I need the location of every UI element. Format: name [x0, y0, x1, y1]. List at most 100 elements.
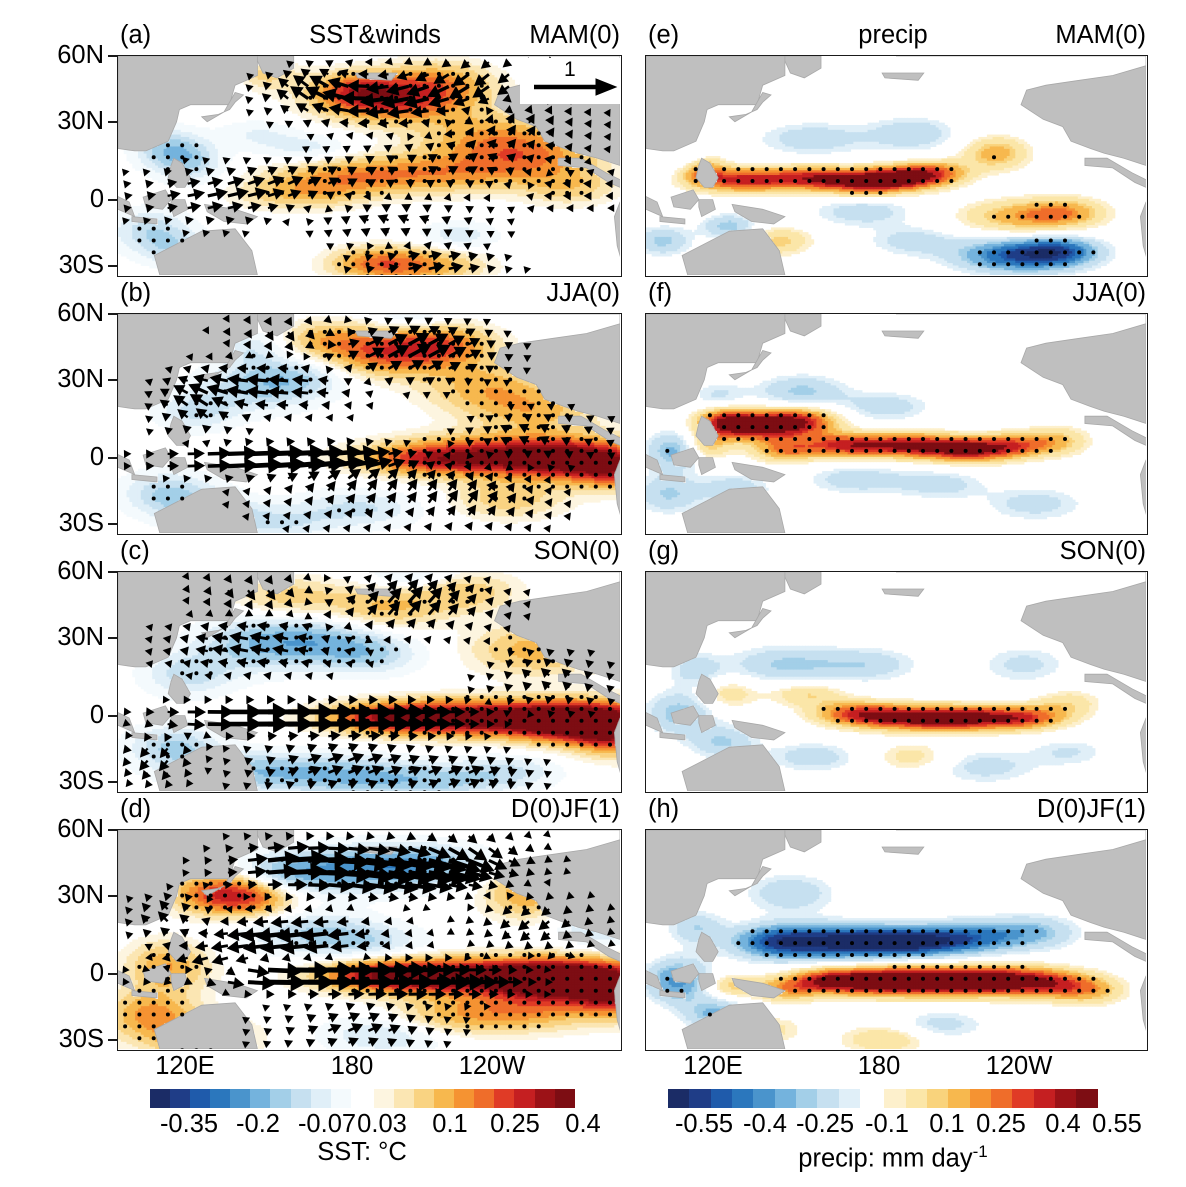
xlabel-180-right: 180: [824, 1053, 934, 1079]
xlabel-120W-left: 120W: [437, 1053, 547, 1079]
sst-tick-label: 0.25: [470, 1111, 560, 1137]
colorbar-swatch: [434, 1089, 455, 1108]
ylabel-0-row4: 0: [12, 960, 104, 986]
colorbar-swatch: [393, 1089, 415, 1108]
panel-id-d: (d): [120, 794, 151, 824]
map-panel-g[interactable]: [645, 571, 1148, 793]
panel-header-e: (e) precip MAM(0): [648, 20, 1146, 50]
ytick: [108, 829, 119, 831]
map-canvas: [118, 572, 620, 791]
xlabel-120E-left: 120E: [130, 1053, 240, 1079]
ytick: [108, 379, 119, 381]
colorbar-swatch: [948, 1089, 970, 1108]
map-canvas: [118, 314, 620, 533]
panel-id-b: (b): [120, 278, 151, 308]
precip-colorbar-title-unit: -1: [973, 1142, 988, 1161]
sst-colorbar[interactable]: -0.35 -0.2 -0.07 0.03 0.1 0.25 0.4 SST: …: [150, 1089, 601, 1179]
panel-season-d: D(0)JF(1): [511, 794, 620, 824]
ytick: [108, 895, 119, 897]
map-panel-f[interactable]: [645, 313, 1148, 535]
colorbar-swatch: [753, 1089, 775, 1108]
panel-header-a: (a) SST&winds MAM(0): [120, 20, 620, 50]
wind-vector-field: [122, 830, 616, 1049]
panel-header-b: (b) JJA(0): [120, 278, 620, 308]
colorbar-swatch: [991, 1089, 1013, 1108]
colorbar-swatch: [210, 1089, 231, 1108]
ytick: [108, 55, 119, 57]
sst-tick-label: -0.2: [213, 1111, 303, 1137]
ylabel-30S-row3: 30S: [12, 768, 104, 794]
significance-stipple: [821, 706, 1067, 723]
precip-colorbar-swatches: [668, 1089, 1098, 1108]
colorbar-swatch: [795, 1089, 818, 1108]
panel-id-h: (h): [648, 794, 679, 824]
sst-tick-label: 0.4: [538, 1111, 628, 1137]
wind-vector-key-arrow-icon: [534, 78, 618, 96]
precip-tick-label: -0.55: [659, 1111, 749, 1137]
sst-colorbar-title-main: SST:: [317, 1138, 378, 1166]
ylabel-30N-row3: 30N: [12, 624, 104, 650]
sst-tick-label: 0.03: [337, 1111, 427, 1137]
ylabel-0-row3: 0: [12, 702, 104, 728]
panel-title-e: precip: [748, 20, 1038, 50]
wind-vector-field: [122, 572, 616, 791]
panel-season-h: D(0)JF(1): [1037, 794, 1146, 824]
panel-header-d: (d) D(0)JF(1): [120, 794, 620, 824]
colorbar-swatch: [838, 1089, 860, 1108]
wind-vector-field: [121, 56, 615, 274]
sst-colorbar-title-unit: °C: [378, 1138, 407, 1166]
ylabel-0-row1: 0: [12, 186, 104, 212]
precip-tick-label: 0.1: [902, 1111, 992, 1137]
map-canvas: [118, 830, 620, 1049]
colorbar-swatch: [230, 1089, 251, 1108]
colorbar-swatch: [190, 1089, 211, 1108]
colorbar-swatch: [150, 1089, 171, 1108]
land-mask: [646, 314, 1146, 533]
wind-vector-field: [123, 314, 616, 533]
map-panel-c[interactable]: [117, 571, 622, 793]
map-panel-e[interactable]: [645, 55, 1148, 277]
colorbar-swatch: [290, 1089, 311, 1108]
colorbar-swatch: [310, 1089, 331, 1108]
ytick: [108, 781, 119, 783]
ylabel-30S-row1: 30S: [12, 252, 104, 278]
shaded-anomaly-field: [646, 875, 1130, 1049]
ylabel-60N-row1: 60N: [12, 42, 104, 68]
panel-season-e: MAM(0): [1055, 20, 1146, 50]
ylabel-30N-row1: 30N: [12, 108, 104, 134]
ytick: [108, 313, 119, 315]
ylabel-30S-row2: 30S: [12, 510, 104, 536]
precip-tick-label: -0.1: [842, 1111, 932, 1137]
colorbar-swatch: [454, 1089, 475, 1108]
xlabel-180-left: 180: [297, 1053, 407, 1079]
colorbar-swatch: [710, 1089, 732, 1108]
colorbar-swatch: [373, 1089, 394, 1108]
map-panel-d[interactable]: [117, 829, 622, 1051]
colorbar-swatch: [1033, 1089, 1056, 1108]
wind-vector-key: 1: [520, 58, 620, 104]
precip-colorbar[interactable]: -0.55 -0.4 -0.25 -0.1 0.1 0.25 0.4 0.55 …: [668, 1089, 1142, 1179]
precip-colorbar-title-main: precip: mm day: [798, 1145, 972, 1173]
land-mask: [646, 572, 1146, 791]
colorbar-swatch: [927, 1089, 949, 1108]
panel-id-f: (f): [648, 278, 672, 308]
ytick: [108, 571, 119, 573]
sst-tick-label: -0.07: [282, 1111, 372, 1137]
sst-tick-label: -0.35: [144, 1111, 234, 1137]
map-panel-h[interactable]: [645, 829, 1148, 1051]
colorbar-swatch: [554, 1089, 575, 1108]
panel-id-a: (a): [120, 20, 151, 50]
colorbar-swatch: [250, 1089, 271, 1108]
colorbar-swatch: [884, 1089, 906, 1108]
colorbar-swatch: [668, 1089, 690, 1108]
map-canvas: [646, 314, 1146, 533]
panel-season-g: SON(0): [1060, 536, 1146, 566]
map-panel-b[interactable]: [117, 313, 622, 535]
panel-season-f: JJA(0): [1072, 278, 1146, 308]
colorbar-swatch: [1012, 1089, 1034, 1108]
colorbar-swatch: [414, 1089, 435, 1108]
ylabel-0-row2: 0: [12, 444, 104, 470]
panel-header-g: (g) SON(0): [648, 536, 1146, 566]
precip-tick-label: 0.25: [956, 1111, 1046, 1137]
ytick: [108, 973, 119, 975]
